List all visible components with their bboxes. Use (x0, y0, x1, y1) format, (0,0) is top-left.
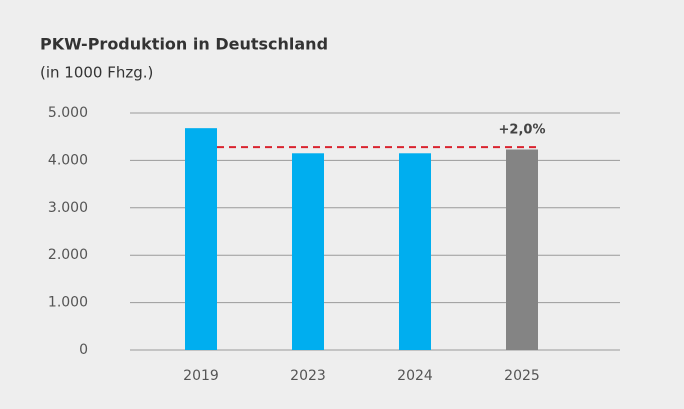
y-tick-label: 1.000 (48, 295, 88, 311)
x-tick-label: 2024 (397, 368, 433, 384)
y-tick-label: 2.000 (48, 247, 88, 263)
chart-subtitle: (in 1000 Fhzg.) (40, 64, 153, 82)
bar (292, 153, 324, 350)
bar (185, 128, 217, 350)
y-tick-label: 4.000 (48, 152, 88, 168)
x-tick-label: 2023 (290, 368, 326, 384)
bar (399, 153, 431, 350)
bar (506, 149, 538, 350)
y-tick-label: 3.000 (48, 200, 88, 216)
y-tick-label: 5.000 (48, 105, 88, 121)
y-tick-label: 0 (79, 342, 88, 358)
chart-title: PKW-Produktion in Deutschland (40, 35, 328, 54)
x-tick-label: 2025 (504, 368, 540, 384)
x-tick-label: 2019 (183, 368, 219, 384)
annotation: +2,0% (499, 123, 546, 138)
